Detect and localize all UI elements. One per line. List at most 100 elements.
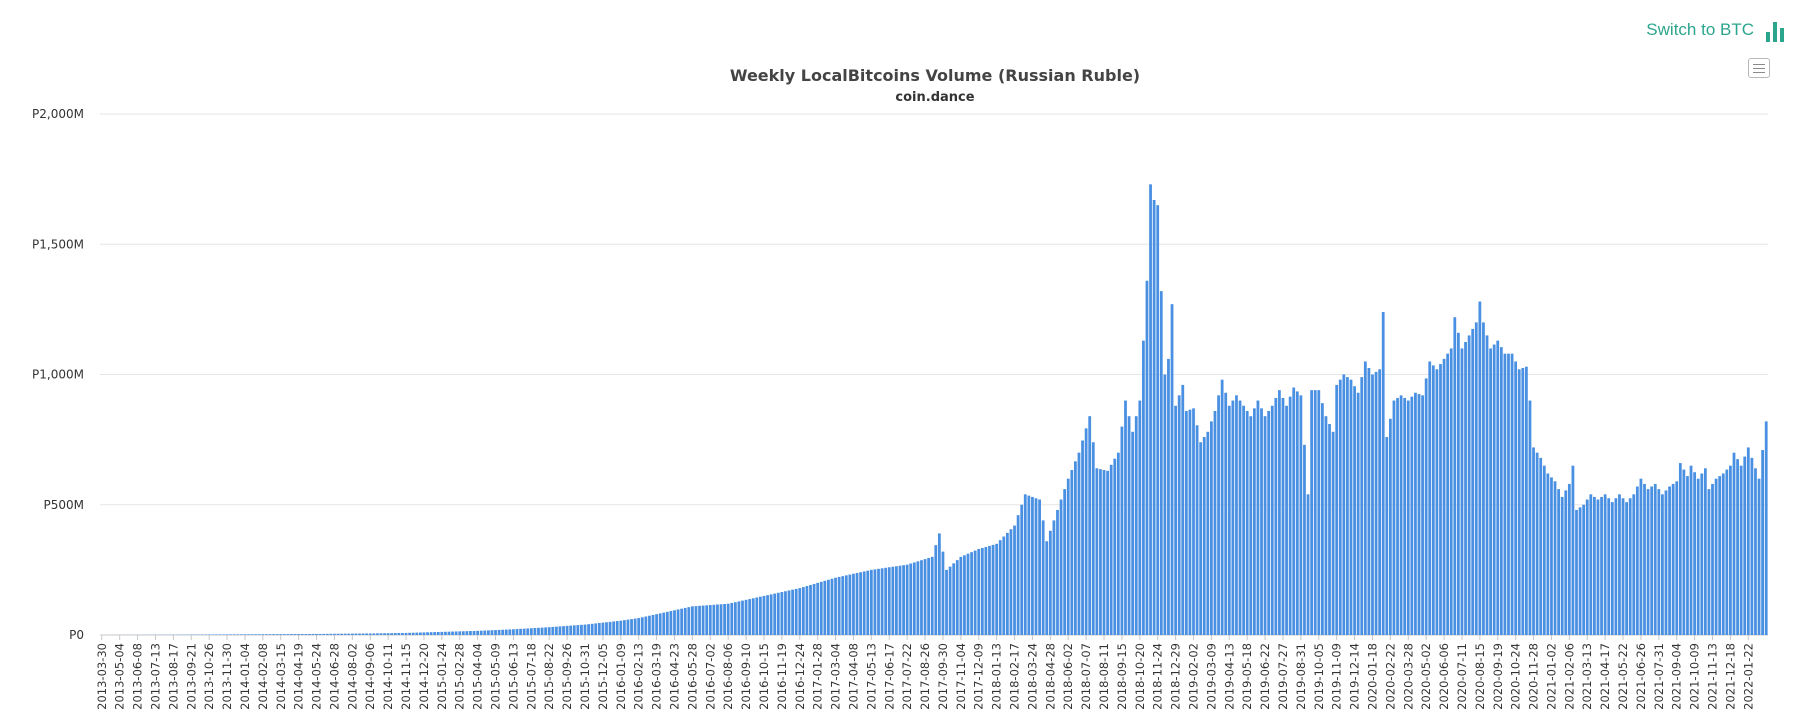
bar[interactable] — [866, 570, 870, 635]
bar[interactable] — [1170, 304, 1174, 635]
bar[interactable] — [898, 565, 902, 635]
bar[interactable] — [1471, 328, 1475, 635]
bar[interactable] — [461, 631, 465, 635]
bar[interactable] — [1589, 494, 1593, 635]
bar[interactable] — [1295, 391, 1299, 635]
bar[interactable] — [733, 602, 737, 635]
bar[interactable] — [1464, 341, 1467, 635]
bar[interactable] — [494, 630, 497, 635]
bar[interactable] — [297, 634, 301, 635]
bar[interactable] — [952, 563, 956, 635]
bar[interactable] — [712, 604, 716, 635]
bar[interactable] — [1492, 344, 1496, 635]
bar[interactable] — [1328, 424, 1331, 635]
bar[interactable] — [1585, 499, 1589, 635]
bar[interactable] — [472, 630, 476, 635]
bar[interactable] — [1192, 408, 1195, 635]
bar[interactable] — [1131, 431, 1135, 635]
bar[interactable] — [1517, 369, 1521, 635]
bar[interactable] — [834, 577, 837, 635]
bar[interactable] — [848, 574, 852, 635]
bar[interactable] — [665, 611, 669, 635]
bar[interactable] — [268, 634, 272, 635]
bar[interactable] — [1689, 465, 1693, 635]
bar[interactable] — [1081, 440, 1084, 635]
bar[interactable] — [622, 620, 626, 635]
bar[interactable] — [680, 608, 684, 635]
bar[interactable] — [1406, 400, 1410, 635]
bar[interactable] — [537, 627, 540, 635]
bar[interactable] — [1374, 371, 1378, 635]
bar[interactable] — [605, 622, 608, 635]
bar[interactable] — [458, 631, 462, 635]
bar[interactable] — [1116, 452, 1120, 635]
bar[interactable] — [469, 631, 472, 635]
bar[interactable] — [1614, 498, 1618, 635]
bar[interactable] — [361, 633, 365, 635]
bar[interactable] — [687, 607, 691, 635]
bar[interactable] — [1700, 473, 1704, 635]
bar[interactable] — [1038, 499, 1041, 635]
bar[interactable] — [393, 633, 397, 635]
bar[interactable] — [1743, 456, 1747, 635]
bar[interactable] — [683, 607, 687, 635]
bar[interactable] — [1607, 498, 1611, 635]
bar[interactable] — [1349, 379, 1353, 635]
bar[interactable] — [633, 618, 637, 635]
bar[interactable] — [1099, 469, 1102, 635]
bar[interactable] — [293, 634, 297, 635]
bar[interactable] — [1138, 400, 1142, 635]
bar[interactable] — [1510, 353, 1514, 635]
bar[interactable] — [418, 632, 422, 636]
bar[interactable] — [1281, 397, 1285, 635]
bar[interactable] — [386, 633, 390, 635]
bar[interactable] — [837, 576, 841, 635]
bar[interactable] — [501, 629, 505, 635]
bar[interactable] — [658, 613, 662, 635]
bar[interactable] — [1657, 489, 1661, 635]
bar[interactable] — [279, 634, 283, 635]
bar[interactable] — [232, 634, 236, 635]
bar[interactable] — [1575, 509, 1578, 635]
bar[interactable] — [1224, 392, 1228, 635]
bar[interactable] — [1718, 476, 1722, 635]
bar[interactable] — [1124, 400, 1127, 635]
bar[interactable] — [404, 632, 408, 635]
bar[interactable] — [383, 633, 386, 635]
bar[interactable] — [626, 619, 630, 635]
bar[interactable] — [1360, 377, 1364, 635]
bar[interactable] — [1503, 353, 1507, 635]
bar[interactable] — [1729, 465, 1732, 635]
bar[interactable] — [769, 594, 773, 635]
bar[interactable] — [701, 605, 705, 635]
bar[interactable] — [1202, 437, 1206, 635]
bar[interactable] — [708, 605, 712, 635]
bar[interactable] — [415, 632, 419, 635]
bar[interactable] — [1288, 396, 1292, 635]
hamburger-menu-icon[interactable] — [1748, 58, 1770, 78]
bar[interactable] — [1217, 395, 1220, 635]
bar[interactable] — [869, 569, 873, 636]
bar[interactable] — [1414, 392, 1417, 635]
bar[interactable] — [300, 634, 304, 635]
bar[interactable] — [784, 591, 787, 635]
bar[interactable] — [451, 631, 454, 635]
bar[interactable] — [1711, 483, 1714, 635]
bar[interactable] — [1267, 410, 1271, 635]
bar[interactable] — [354, 633, 358, 635]
bar[interactable] — [887, 567, 891, 635]
bar[interactable] — [1278, 390, 1281, 635]
bar[interactable] — [948, 566, 952, 635]
bar[interactable] — [315, 633, 318, 635]
bar[interactable] — [397, 633, 401, 635]
bar[interactable] — [1550, 477, 1553, 635]
bar[interactable] — [465, 631, 469, 635]
bar[interactable] — [1564, 490, 1568, 635]
bar[interactable] — [1496, 340, 1500, 635]
bar[interactable] — [1725, 469, 1729, 635]
bar[interactable] — [343, 633, 347, 635]
bar[interactable] — [827, 579, 830, 635]
bar[interactable] — [719, 604, 723, 635]
bar[interactable] — [290, 634, 293, 635]
bar[interactable] — [1220, 379, 1224, 635]
